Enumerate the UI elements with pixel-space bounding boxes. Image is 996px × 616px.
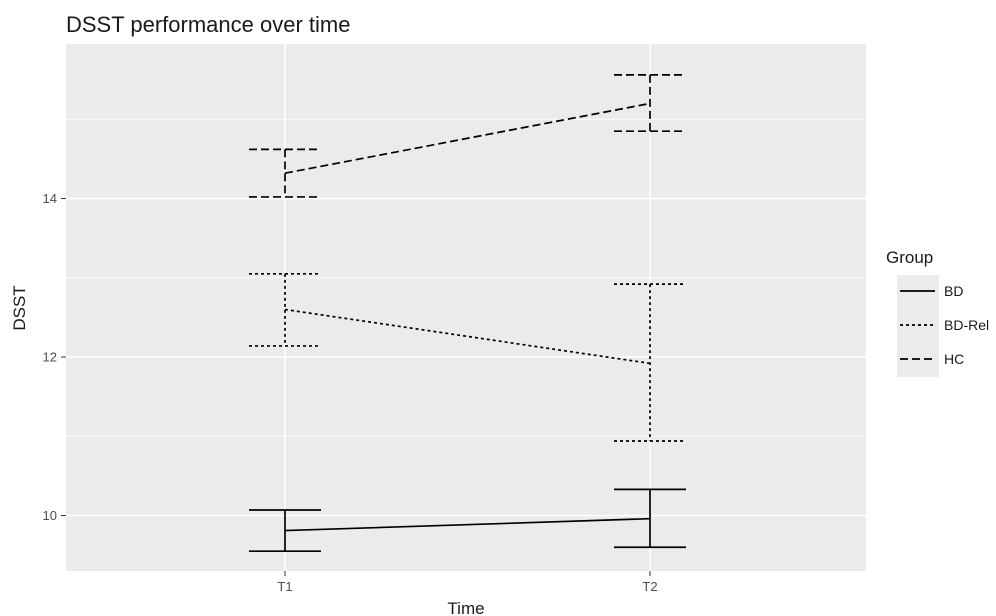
series-hc	[249, 74, 686, 198]
series-layer	[249, 74, 686, 553]
series-line-bd-rel	[284, 308, 651, 365]
y-axis-title: DSST	[10, 285, 29, 330]
plot-panel	[66, 44, 866, 571]
y-tick-label: 12	[43, 350, 57, 365]
legend: Group BD BD-Rel HC	[886, 248, 989, 377]
series-line-bd	[284, 517, 651, 532]
y-tick-label: 10	[43, 508, 57, 523]
y-tick-label: 14	[43, 191, 57, 206]
legend-title: Group	[886, 248, 933, 267]
chart-title: DSST performance over time	[66, 12, 350, 37]
axes: 10 12 14 T1 T2	[43, 191, 658, 594]
legend-label-hc: HC	[944, 351, 964, 367]
legend-key-background	[897, 275, 939, 377]
series-bd	[249, 488, 686, 553]
x-tick-label: T1	[277, 579, 292, 594]
legend-label-bd: BD	[944, 283, 963, 299]
x-axis-title: Time	[447, 599, 484, 616]
legend-label-bd-rel: BD-Rel	[944, 317, 989, 333]
x-tick-label: T2	[642, 579, 657, 594]
series-bd-rel	[249, 272, 686, 442]
series-line-hc	[284, 102, 651, 175]
grid	[66, 44, 866, 571]
